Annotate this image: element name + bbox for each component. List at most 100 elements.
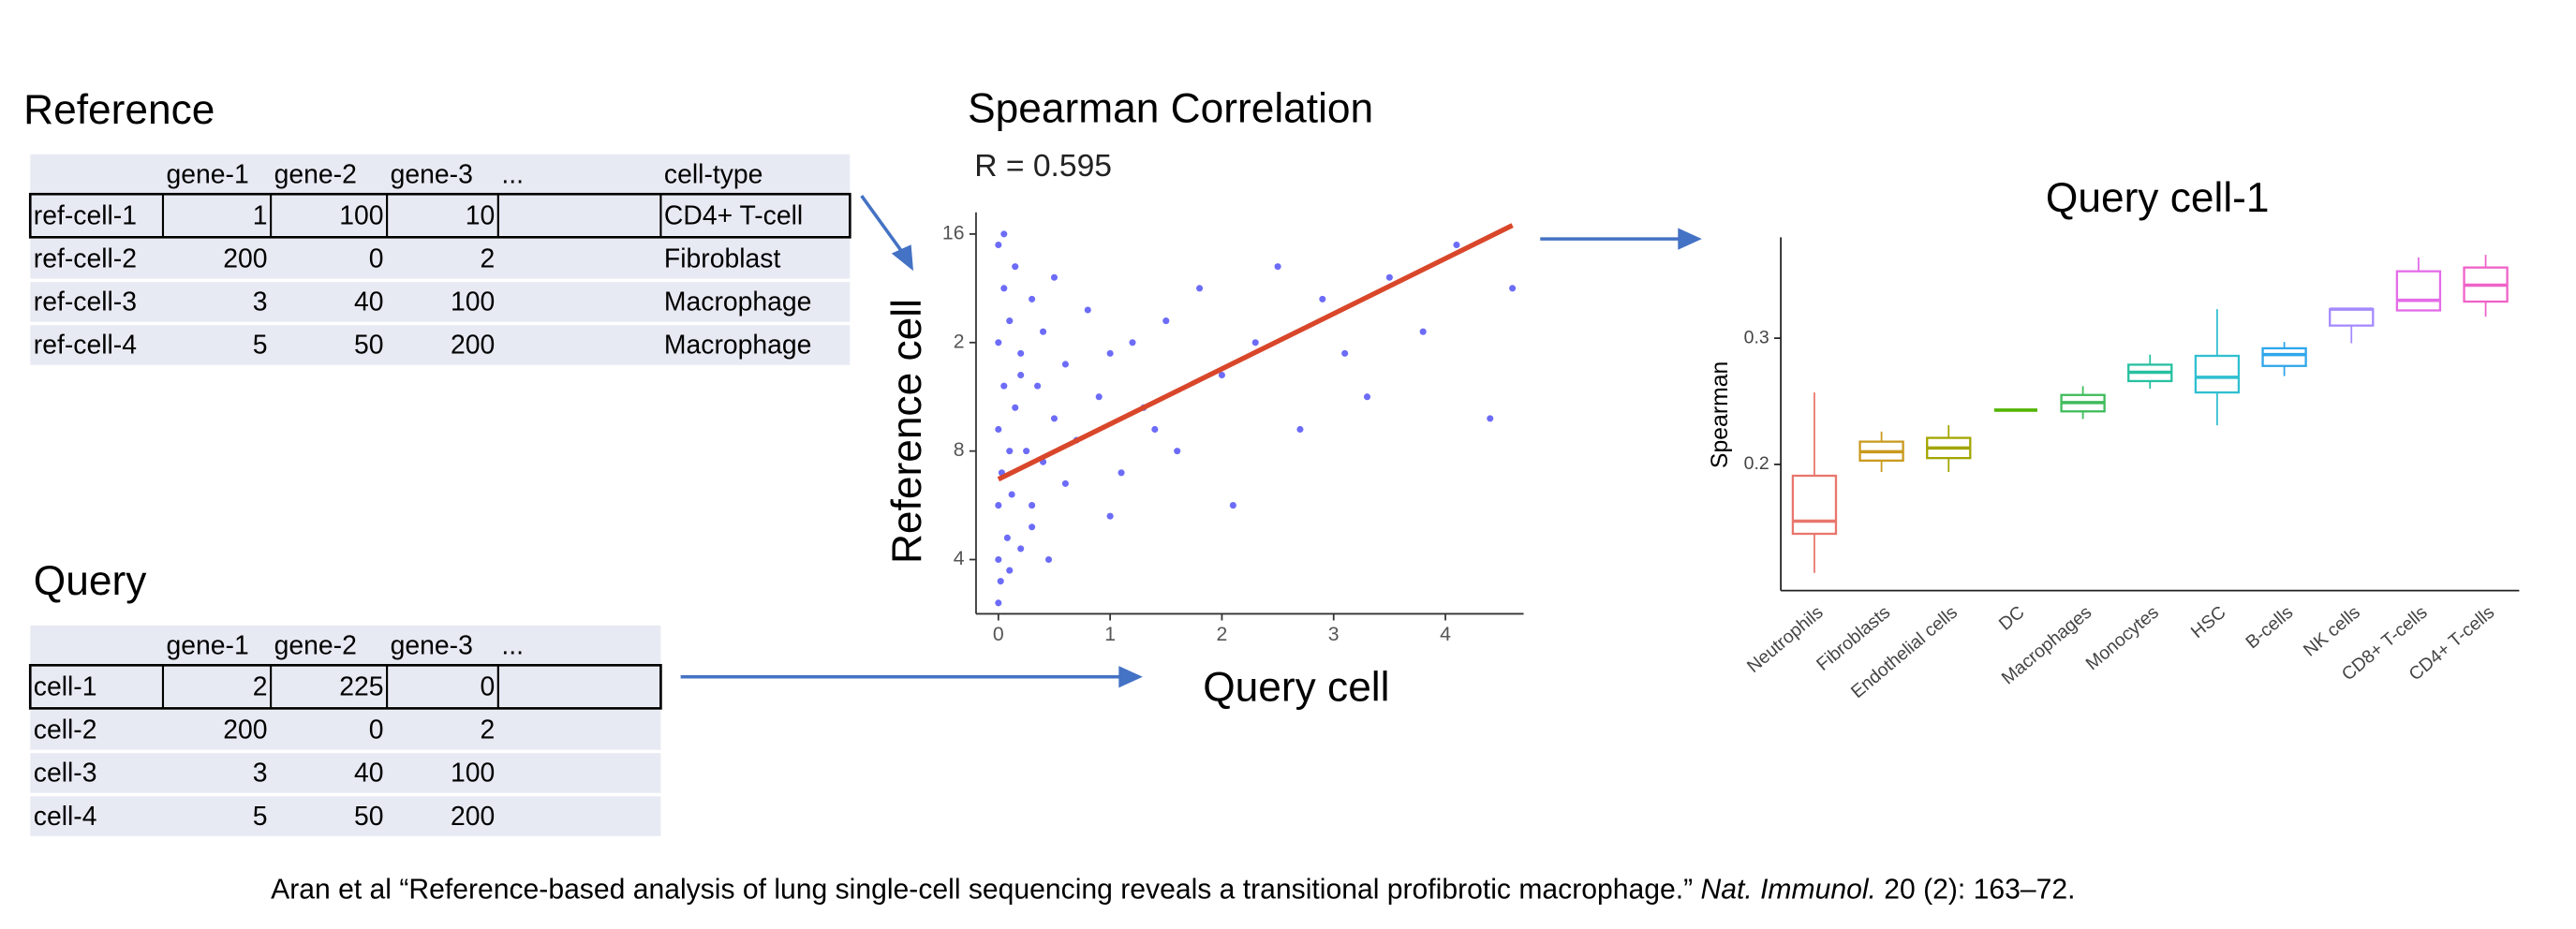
table-cell: 40 bbox=[354, 759, 384, 789]
row-label: ref-cell-3 bbox=[34, 288, 137, 317]
box bbox=[2395, 270, 2442, 312]
trend-line bbox=[997, 223, 1514, 482]
point bbox=[1419, 328, 1427, 335]
table-row-bg bbox=[30, 154, 851, 195]
row-outline bbox=[28, 664, 662, 710]
point bbox=[1017, 349, 1025, 357]
point bbox=[995, 502, 1002, 509]
point bbox=[1453, 241, 1460, 249]
row-label: ref-cell-2 bbox=[34, 244, 137, 274]
row-label: cell-1 bbox=[34, 672, 97, 702]
box bbox=[2261, 347, 2307, 367]
point bbox=[1196, 285, 1204, 292]
table-cell: 50 bbox=[354, 802, 384, 832]
row-label: ref-cell-4 bbox=[34, 331, 137, 361]
chart-title: Spearman Correlation bbox=[968, 85, 1373, 131]
point bbox=[1044, 555, 1053, 564]
table-cell: 40 bbox=[354, 288, 384, 317]
point bbox=[1040, 328, 1047, 335]
point bbox=[995, 425, 1002, 434]
table-cell: 1 bbox=[253, 201, 268, 231]
point bbox=[1363, 393, 1371, 401]
chart-title: Query cell-1 bbox=[2046, 175, 2270, 221]
point bbox=[997, 578, 1004, 585]
point bbox=[1174, 448, 1181, 455]
point bbox=[1084, 306, 1091, 314]
table-cell: 200 bbox=[223, 715, 267, 745]
y-tick-label: 0.2 bbox=[1744, 453, 1769, 474]
x-tick-label: 3 bbox=[1328, 623, 1340, 645]
point bbox=[1012, 404, 1019, 411]
table-row-bg bbox=[30, 325, 851, 365]
box bbox=[1791, 474, 1838, 536]
point bbox=[1162, 317, 1170, 325]
point bbox=[1106, 512, 1114, 520]
x-tick-label: 0 bbox=[993, 623, 1004, 645]
point bbox=[1341, 349, 1349, 357]
citation: Aran et al “Reference-based analysis of … bbox=[271, 874, 2075, 905]
chart-subtitle: R = 0.595 bbox=[974, 149, 1112, 184]
table-cell: 2 bbox=[480, 715, 495, 745]
arrows bbox=[680, 194, 1702, 688]
y-axis-label: Spearman bbox=[1708, 361, 1733, 468]
column-header: gene-2 bbox=[274, 630, 357, 660]
row-outline bbox=[28, 192, 851, 239]
point bbox=[1003, 534, 1011, 541]
row-label: cell-4 bbox=[34, 802, 97, 832]
point bbox=[1000, 230, 1008, 238]
point bbox=[1023, 448, 1030, 455]
table-cell: 200 bbox=[223, 244, 267, 274]
x-tick-label: DC bbox=[1995, 602, 2029, 635]
point bbox=[1129, 339, 1136, 347]
table-row-bg bbox=[30, 239, 851, 279]
point bbox=[1012, 263, 1019, 271]
column-header: gene-3 bbox=[391, 630, 473, 660]
column-header: gene-3 bbox=[391, 159, 473, 189]
table-cell: 3 bbox=[253, 759, 268, 789]
point bbox=[995, 241, 1002, 249]
table-cell: CD4+ T-cell bbox=[664, 201, 803, 231]
reference-title: Reference bbox=[23, 87, 215, 133]
table-cell: 50 bbox=[354, 331, 384, 361]
point bbox=[1385, 273, 1393, 281]
y-axis-label: Reference cell bbox=[884, 299, 930, 564]
table-cell: 0 bbox=[369, 715, 384, 745]
point bbox=[1017, 545, 1025, 553]
table-cell: 100 bbox=[451, 759, 495, 789]
x-tick-label: 2 bbox=[1217, 623, 1228, 645]
point bbox=[1151, 425, 1159, 434]
column-header: cell-type bbox=[664, 159, 762, 189]
table-cell: 225 bbox=[339, 672, 383, 702]
point bbox=[1000, 285, 1008, 292]
point bbox=[1509, 285, 1517, 292]
y-tick-label: 8 bbox=[954, 438, 965, 461]
table-cell: Fibroblast bbox=[664, 244, 781, 274]
box bbox=[2194, 354, 2241, 394]
point bbox=[1487, 415, 1494, 422]
point bbox=[1006, 567, 1014, 574]
table-row-bg bbox=[30, 625, 661, 666]
x-tick-label: NK cells bbox=[2300, 602, 2364, 661]
citation-text: Aran et al “Reference-based analysis of … bbox=[271, 874, 1700, 905]
table-cell: 0 bbox=[480, 672, 495, 702]
point bbox=[1061, 361, 1069, 368]
point bbox=[1029, 502, 1036, 509]
point bbox=[1274, 263, 1281, 271]
point bbox=[1006, 448, 1014, 455]
table-cell: Macrophage bbox=[664, 288, 811, 317]
column-header: gene-1 bbox=[167, 159, 249, 189]
y-tick-label: 2 bbox=[954, 330, 965, 352]
table-row-bg bbox=[30, 710, 661, 750]
x-tick-label: 1 bbox=[1104, 623, 1116, 645]
table-row-bg bbox=[30, 796, 661, 836]
x-tick-label: B-cells bbox=[2242, 602, 2297, 654]
point bbox=[1251, 339, 1259, 347]
row-label: ref-cell-1 bbox=[34, 201, 137, 231]
point bbox=[1006, 317, 1014, 325]
table-cell: 200 bbox=[451, 331, 495, 361]
x-axis-label: Query cell bbox=[1203, 665, 1389, 711]
point bbox=[1000, 382, 1008, 390]
point bbox=[995, 555, 1002, 564]
table-cell: 3 bbox=[253, 288, 268, 317]
